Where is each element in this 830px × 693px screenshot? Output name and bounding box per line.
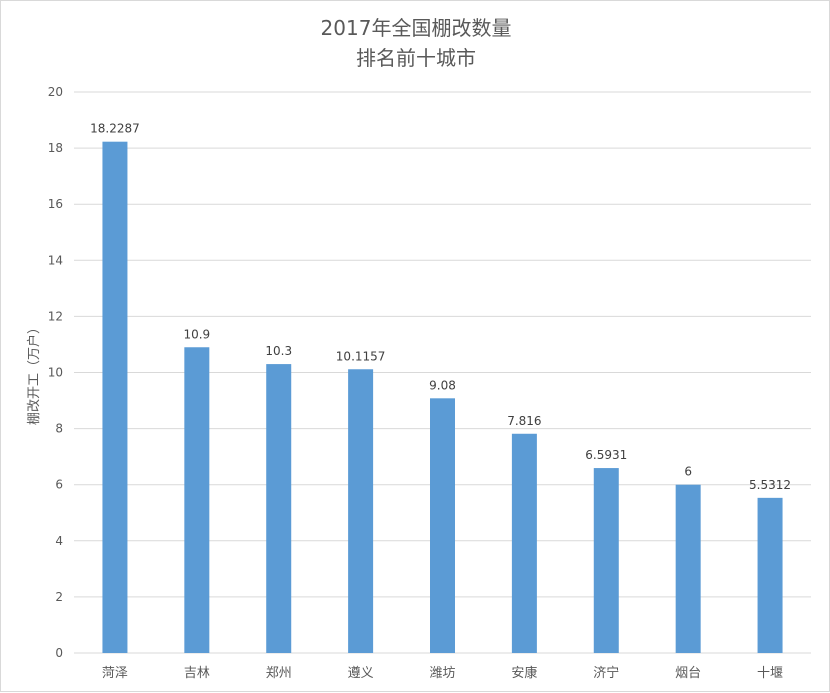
bar: [102, 141, 128, 653]
bars: [102, 141, 783, 653]
x-category-label: 济宁: [593, 665, 619, 681]
bar: [593, 468, 619, 653]
data-label: 6: [684, 465, 692, 479]
x-category-label: 郑州: [266, 666, 292, 681]
data-label: 10.3: [265, 344, 292, 358]
bar: [675, 484, 701, 653]
y-tick-label: 8: [55, 422, 63, 436]
y-tick-label: 12: [48, 309, 63, 323]
x-category-label: 遵义: [348, 665, 374, 681]
data-label: 10.1157: [336, 349, 386, 363]
x-category-label: 菏泽: [102, 666, 128, 681]
y-tick-label: 4: [55, 534, 63, 548]
y-tick-label: 14: [48, 253, 63, 267]
bar: [184, 347, 210, 653]
data-label: 9.08: [429, 378, 456, 392]
x-category-label: 十堰: [757, 666, 783, 681]
x-category-label: 潍坊: [429, 666, 455, 681]
chart-title-line-2: 排名前十城市: [356, 46, 476, 70]
y-tick-label: 20: [48, 85, 63, 99]
x-category-label: 安康: [511, 665, 537, 681]
y-tick-label: 16: [48, 197, 63, 211]
data-label: 5.5312: [749, 478, 791, 492]
bar: [430, 398, 455, 653]
data-labels: 18.2287 10.9 10.3 10.1157 9.08 7.816 6.5931 6 5.…: [90, 122, 791, 492]
y-tick-label: 0: [55, 646, 63, 660]
data-label: 7.816: [507, 414, 541, 428]
chart-title-line-1: 2017年全国棚改数量: [321, 16, 512, 40]
x-category-label: 烟台: [675, 666, 701, 681]
data-label: 6.5931: [585, 448, 627, 462]
x-axis-categories: 菏泽 吉林 郑州 遵义 潍坊 安康 济宁 烟台 十堰: [102, 665, 783, 681]
y-tick-label: 2: [55, 590, 63, 604]
bar: [757, 497, 783, 653]
bar: [348, 369, 374, 653]
data-label: 10.9: [183, 327, 210, 341]
x-category-label: 吉林: [184, 666, 210, 681]
y-tick-label: 18: [48, 141, 63, 155]
y-axis-label: 棚改开工（万户）: [26, 321, 42, 425]
data-label: 18.2287: [90, 122, 140, 136]
bar: [511, 433, 537, 653]
y-tick-label: 6: [55, 478, 63, 492]
bar: [266, 364, 292, 653]
y-tick-label: 10: [48, 366, 63, 380]
y-axis-ticks: 0 2 4 6 8 10 12 14 16 18 20: [48, 85, 63, 660]
